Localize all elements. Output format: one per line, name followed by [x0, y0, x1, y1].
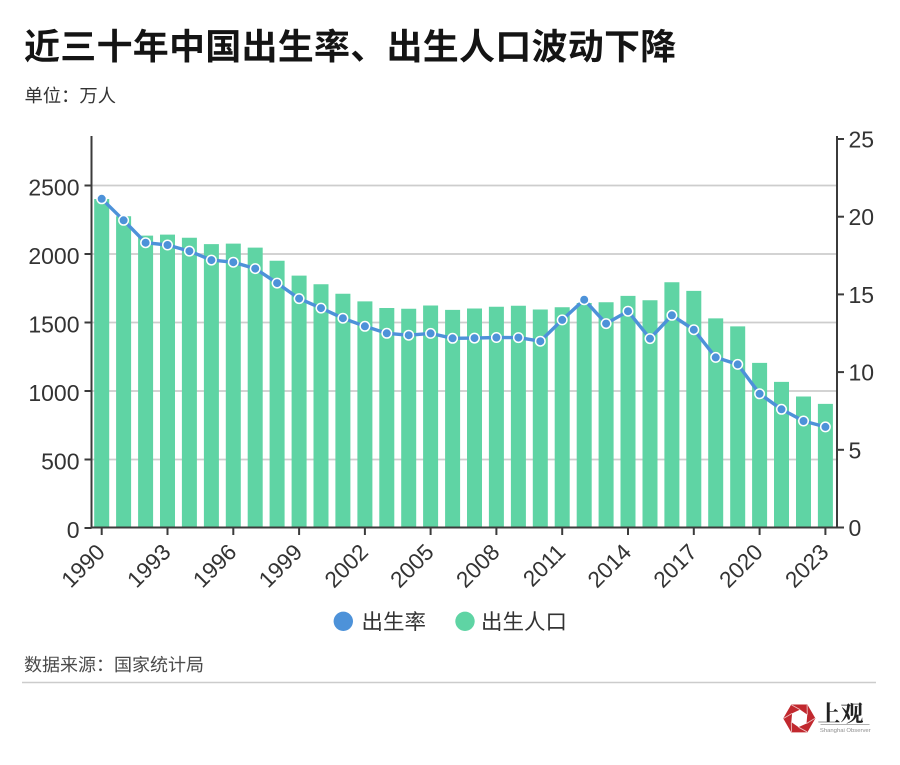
svg-text:2011: 2011 [518, 539, 570, 591]
svg-text:0: 0 [849, 515, 862, 541]
svg-text:2014: 2014 [583, 539, 636, 592]
svg-text:1990: 1990 [57, 539, 110, 592]
svg-text:Shanghai Observer: Shanghai Observer [820, 728, 871, 734]
svg-text:0: 0 [67, 517, 80, 543]
svg-text:25: 25 [849, 127, 875, 153]
svg-text:500: 500 [41, 449, 79, 475]
svg-text:10: 10 [849, 360, 875, 386]
svg-text:2020: 2020 [715, 539, 768, 592]
svg-text:1000: 1000 [28, 380, 79, 406]
svg-text:2008: 2008 [451, 539, 504, 592]
svg-text:2000: 2000 [28, 243, 79, 269]
svg-text:2500: 2500 [28, 175, 79, 201]
svg-text:5: 5 [849, 437, 862, 463]
svg-text:1993: 1993 [122, 539, 175, 592]
svg-text:2023: 2023 [780, 539, 833, 592]
svg-text:1500: 1500 [28, 312, 79, 338]
svg-text:1996: 1996 [188, 539, 241, 592]
svg-text:20: 20 [849, 204, 875, 230]
svg-text:2005: 2005 [386, 539, 439, 592]
svg-text:2017: 2017 [649, 539, 702, 592]
svg-text:1999: 1999 [254, 539, 307, 592]
svg-text:2002: 2002 [320, 539, 373, 592]
svg-text:15: 15 [849, 282, 875, 308]
